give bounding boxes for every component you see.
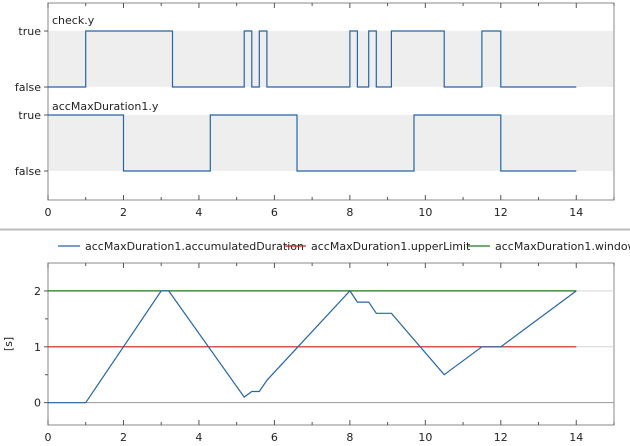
x-tick-label: 14 <box>569 206 583 219</box>
x-tick-label: 8 <box>346 431 353 444</box>
bottom-plot-frame <box>47 262 615 426</box>
x-tick-label: 4 <box>195 431 202 444</box>
legend-label: accMaxDuration1.upperLimit <box>311 240 471 253</box>
y-axis-label: [s] <box>2 337 15 351</box>
duration-plot-panel: accMaxDuration1.accumulatedDuration accMa… <box>2 240 630 444</box>
legend-label: accMaxDuration1.window <box>495 240 630 253</box>
state-band-2 <box>49 115 613 171</box>
x-tick-label: 0 <box>45 206 52 219</box>
subplot-title: accMaxDuration1.y <box>52 100 159 113</box>
x-tick-label: 6 <box>271 431 278 444</box>
x-tick-label: 10 <box>418 206 432 219</box>
y-tick-label: true <box>18 109 41 122</box>
top-plot-frame <box>47 2 615 201</box>
y-tick-label: false <box>15 165 41 178</box>
series-line-accumulatedDuration <box>48 289 577 404</box>
state-band-1 <box>49 31 613 87</box>
subplot-title: check.y <box>52 14 95 27</box>
y-tick-label: 0 <box>34 397 41 410</box>
legend-label: accMaxDuration1.accumulatedDuration <box>85 240 304 253</box>
x-tick-label: 2 <box>120 206 127 219</box>
legend: accMaxDuration1.accumulatedDuration accMa… <box>58 240 630 253</box>
x-tick-label: 8 <box>346 206 353 219</box>
x-tick-label: 6 <box>271 206 278 219</box>
x-tick-label: 4 <box>195 206 202 219</box>
x-tick-label: 12 <box>494 206 508 219</box>
y-tick-label: false <box>15 81 41 94</box>
x-tick-label: 2 <box>120 431 127 444</box>
series-line-2 <box>48 114 577 172</box>
y-tick-label: 2 <box>34 285 41 298</box>
x-tick-label: 14 <box>569 431 583 444</box>
series-line-1 <box>48 30 577 88</box>
x-tick-label: 0 <box>45 431 52 444</box>
boolean-plot-panel: check.y true false accMaxDuration1.y true fal… <box>15 2 615 219</box>
y-tick-label: 1 <box>34 341 41 354</box>
y-tick-label: true <box>18 25 41 38</box>
x-tick-label: 12 <box>494 431 508 444</box>
x-tick-label: 10 <box>418 431 432 444</box>
